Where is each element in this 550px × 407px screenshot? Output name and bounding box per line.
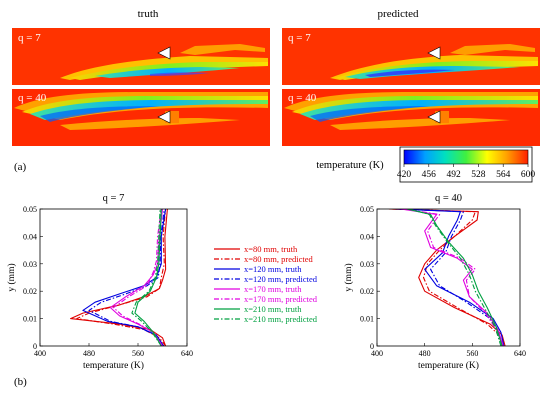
series-line xyxy=(76,209,167,346)
y-tick-label: 0.01 xyxy=(23,315,37,324)
series-line xyxy=(388,209,506,346)
x-tick-label: 560 xyxy=(132,349,144,358)
q-label: q = 7 xyxy=(288,32,311,44)
colorbar-gradient xyxy=(403,149,529,165)
y-axis-label: y (mm) xyxy=(6,263,17,291)
legend-label: x=80 mm, truth xyxy=(244,244,298,254)
panel-label-a: (a) xyxy=(14,161,27,173)
legend-item: x=210 mm, predicted xyxy=(214,314,318,324)
legend-label: x=210 mm, truth xyxy=(244,304,302,314)
series-line xyxy=(88,209,165,346)
chart-title: q = 7 xyxy=(103,193,125,204)
legend-label: x=80 mm, predicted xyxy=(244,254,314,264)
contour-panel-predicted-q40: q = 40 xyxy=(282,89,540,146)
colorbar: temperature (K) 420 456 492 528 564 600 xyxy=(316,146,536,183)
colorbar-tick-label: 528 xyxy=(471,170,486,180)
y-tick-label: 0.05 xyxy=(23,205,37,214)
q-label: q = 40 xyxy=(288,92,317,104)
legend-item: x=170 mm, predicted xyxy=(214,294,318,304)
column-title-predicted: predicted xyxy=(378,8,419,20)
legend-item: x=170 mm, truth xyxy=(214,284,302,294)
colorbar-tick-label: 420 xyxy=(397,170,412,180)
q-label: q = 7 xyxy=(18,32,41,44)
contour-panel-predicted-q7: q = 7 xyxy=(282,28,540,85)
colorbar-tick-label: 456 xyxy=(422,170,437,180)
series-line xyxy=(134,209,162,346)
series-line xyxy=(82,209,167,346)
y-tick-label: 0.03 xyxy=(23,260,37,269)
legend-label: x=170 mm, predicted xyxy=(244,294,318,304)
series-line xyxy=(112,209,163,346)
x-axis-label: temperature (K) xyxy=(83,360,144,371)
colorbar-frame xyxy=(399,146,533,183)
contour-panel-truth-q40: q = 40 xyxy=(12,89,270,146)
x-tick-label: 480 xyxy=(419,349,431,358)
y-tick-label: 0.02 xyxy=(360,287,374,296)
x-axis-label: temperature (K) xyxy=(418,360,479,371)
plot-frame xyxy=(376,208,521,347)
y-tick-label: 0 xyxy=(33,342,37,351)
y-tick-label: 0.04 xyxy=(23,232,37,241)
panel-label-b: (b) xyxy=(14,376,27,388)
y-tick-label: 0.02 xyxy=(23,287,37,296)
contour-panel-truth-q7: q = 7 xyxy=(12,28,270,85)
x-tick-label: 560 xyxy=(466,349,478,358)
x-tick-label: 640 xyxy=(181,349,193,358)
y-tick-label: 0.03 xyxy=(360,260,374,269)
plot-area xyxy=(388,209,506,346)
y-tick-label: 0.04 xyxy=(360,232,374,241)
x-tick-label: 400 xyxy=(371,349,383,358)
q-label: q = 40 xyxy=(18,92,47,104)
chart-title: q = 40 xyxy=(435,193,462,204)
y-axis-label: y (mm) xyxy=(343,263,354,291)
legend-label: x=210 mm, predicted xyxy=(244,314,318,324)
line-chart-q7: q = 7 400 480 560 640 0 0.01 0.02 0.03 0.04 0.05 te… xyxy=(6,193,193,371)
legend-label: x=120 mm, predicted xyxy=(244,274,318,284)
legend-item: x=120 mm, predicted xyxy=(214,274,318,284)
line-chart-q40: q = 40 400 480 560 640 0 0.01 0.02 0.03 0.04 0.05 t… xyxy=(343,193,526,371)
series-line xyxy=(131,209,162,346)
x-tick-label: 640 xyxy=(514,349,526,358)
y-tick-label: 0.01 xyxy=(360,315,374,324)
colorbar-tick-label: 600 xyxy=(521,170,536,180)
legend-label: x=170 mm, truth xyxy=(244,284,302,294)
column-title-truth: truth xyxy=(138,8,159,20)
colorbar-title: temperature (K) xyxy=(316,160,384,171)
legend-item: x=80 mm, predicted xyxy=(214,254,314,264)
legend-label: x=120 mm, truth xyxy=(244,264,302,274)
series-line xyxy=(391,209,504,346)
legend-item: x=80 mm, truth xyxy=(214,244,298,254)
colorbar-tick-label: 564 xyxy=(496,170,511,180)
x-tick-label: 480 xyxy=(83,349,95,358)
x-tick-label: 400 xyxy=(34,349,46,358)
series-line xyxy=(394,209,505,346)
plot-frame xyxy=(39,208,188,347)
y-tick-label: 0.05 xyxy=(360,205,374,214)
colorbar-tick-label: 492 xyxy=(446,170,461,180)
plot-area xyxy=(70,209,168,346)
series-line xyxy=(406,209,503,346)
y-tick-label: 0 xyxy=(370,342,374,351)
series-line xyxy=(397,209,503,346)
legend-item: x=120 mm, truth xyxy=(214,264,302,274)
legend-item: x=210 mm, truth xyxy=(214,304,302,314)
series-line xyxy=(409,209,502,346)
